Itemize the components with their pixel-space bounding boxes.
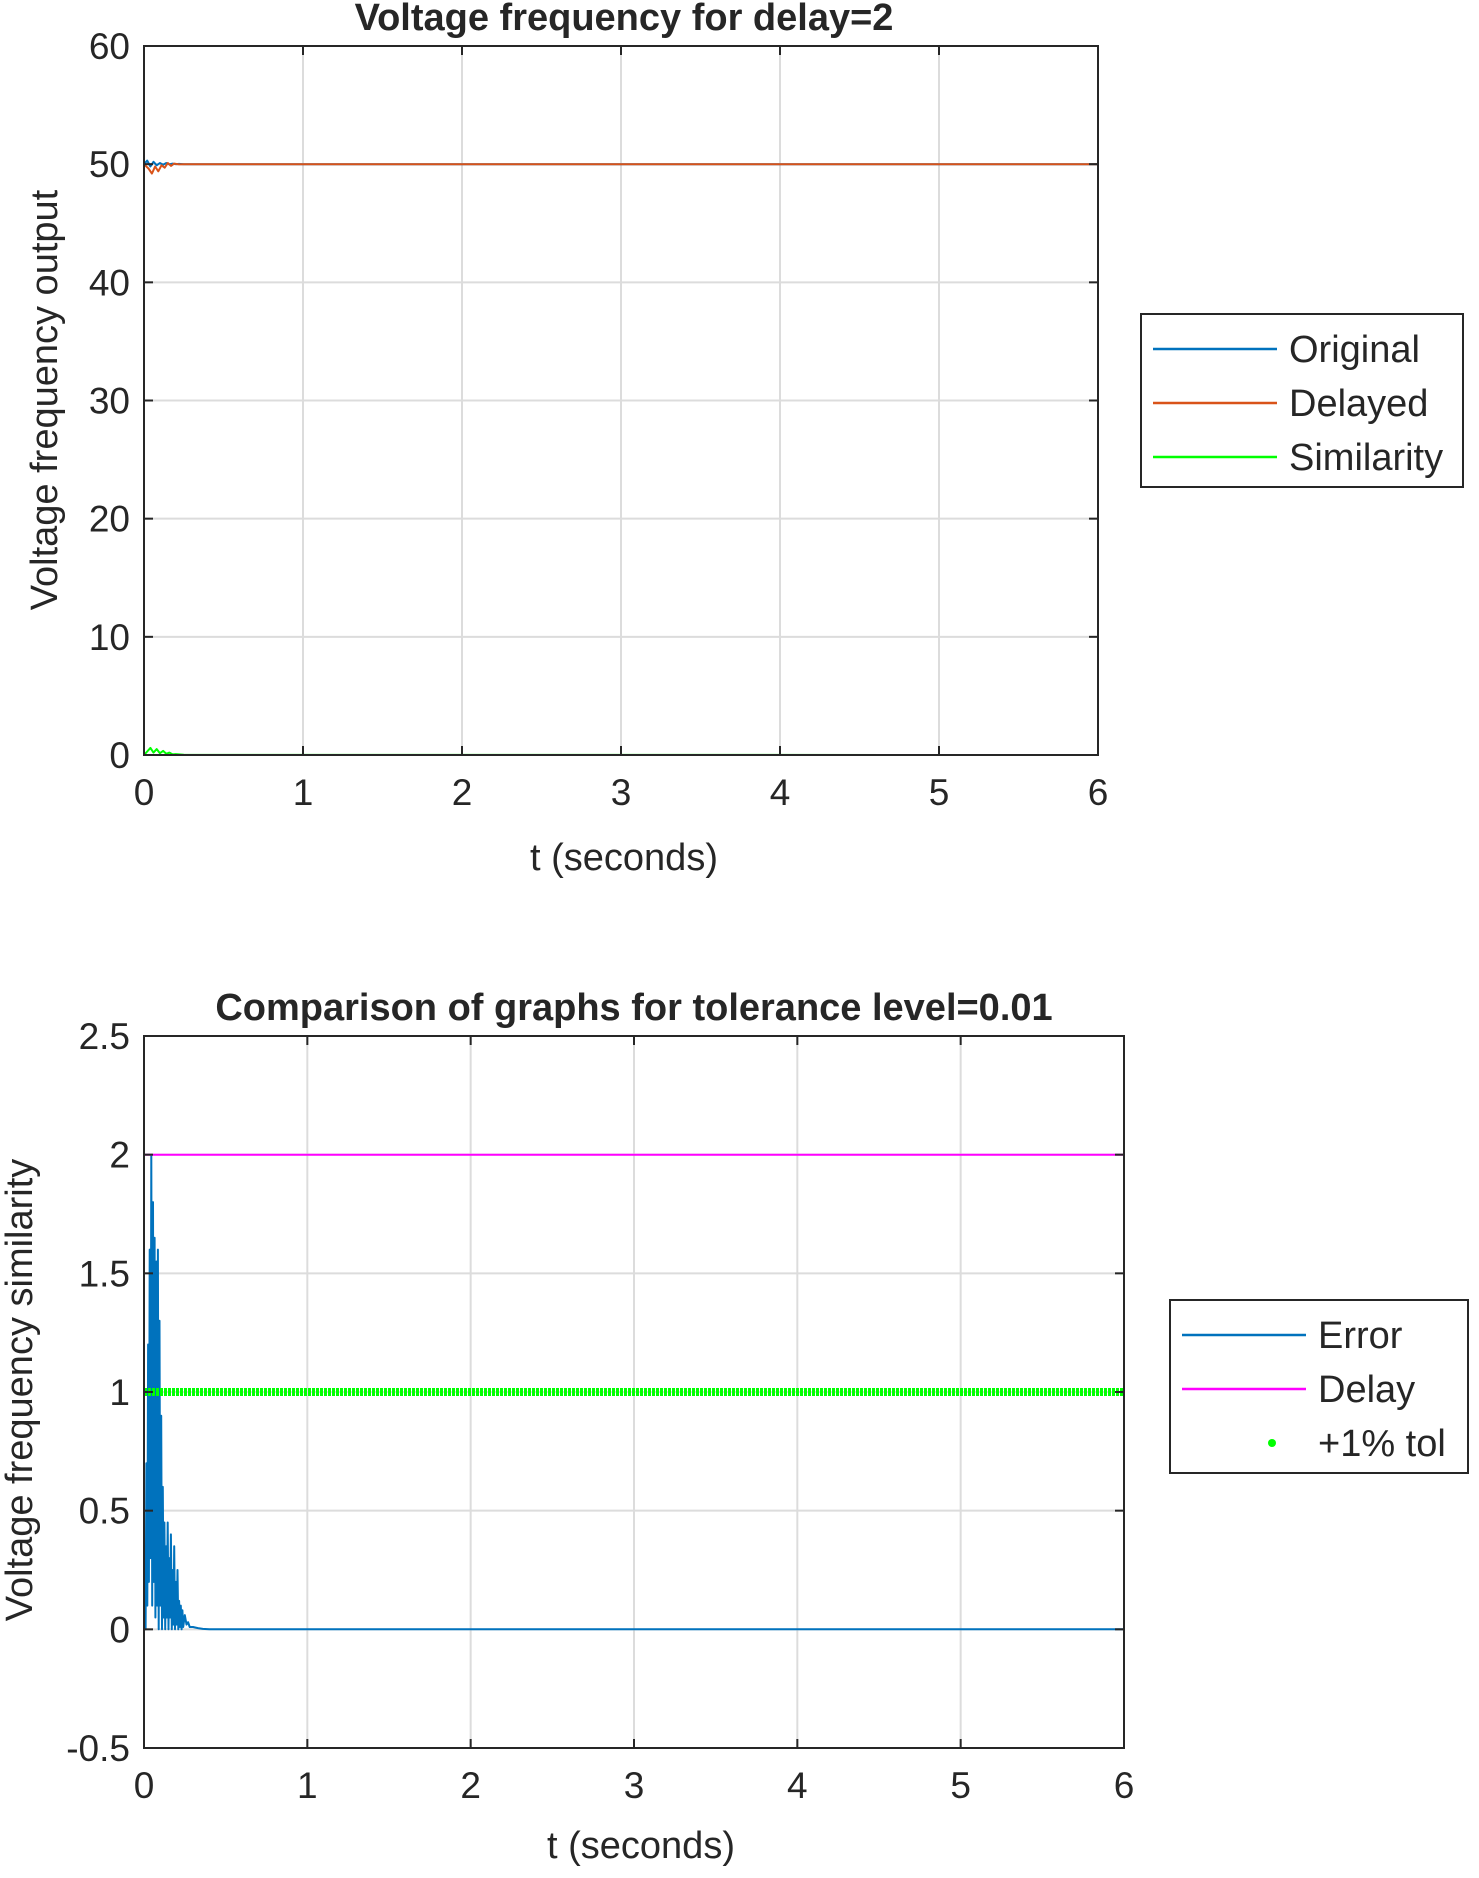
legend-label: Delayed bbox=[1289, 383, 1428, 425]
y-axis-label: Voltage frequency similarity bbox=[0, 1159, 41, 1622]
legend-box bbox=[1169, 1299, 1469, 1474]
y-tick-label: 2.5 bbox=[79, 1016, 130, 1057]
x-tick-label: 1 bbox=[297, 1765, 318, 1806]
series-delayed-line bbox=[143, 162, 1098, 175]
x-tick-label: 1 bbox=[293, 772, 314, 813]
y-tick-label: 40 bbox=[89, 262, 130, 303]
chart-voltage-frequency: Voltage frequency for delay=2 0 1 2 3 4 5 6010… bbox=[24, 0, 1464, 879]
y-tick-label: 1.5 bbox=[79, 1253, 130, 1294]
legend-label: Delay bbox=[1318, 1369, 1415, 1411]
chart-title: Voltage frequency for delay=2 bbox=[355, 0, 894, 39]
x-tick-label: 2 bbox=[452, 772, 473, 813]
x-tick-label: 3 bbox=[611, 772, 632, 813]
y-tick-label: 30 bbox=[89, 381, 130, 422]
x-tick-label: 4 bbox=[770, 772, 791, 813]
x-tick-label: 0 bbox=[134, 1765, 155, 1806]
y-tick-label: 20 bbox=[89, 499, 130, 540]
legend: Original Delayed Similarity bbox=[1140, 313, 1464, 488]
y-tick-label: 10 bbox=[89, 617, 130, 658]
legend-label: +1% tol bbox=[1318, 1423, 1446, 1465]
legend-marker bbox=[1268, 1439, 1276, 1447]
y-tick-label: 2 bbox=[109, 1135, 130, 1176]
x-axis-label: t (seconds) bbox=[547, 1825, 735, 1867]
y-tick-label: 0 bbox=[109, 1609, 130, 1650]
series-error-line bbox=[144, 1153, 1124, 1631]
legend: Error Delay +1% tol bbox=[1169, 1299, 1469, 1474]
x-tick-label: 5 bbox=[950, 1765, 971, 1806]
series-group bbox=[144, 1153, 1124, 1631]
x-tick-label: 4 bbox=[787, 1765, 808, 1806]
ticks: 0 1 2 3 4 5 6-0.500.511.522.5 bbox=[66, 1016, 1134, 1806]
y-tick-label: 0.5 bbox=[79, 1491, 130, 1532]
grid bbox=[144, 46, 1098, 755]
y-tick-label: 50 bbox=[89, 144, 130, 185]
y-tick-label: 0 bbox=[109, 735, 130, 776]
x-axis-label: t (seconds) bbox=[530, 837, 718, 879]
y-tick-label: 60 bbox=[89, 26, 130, 67]
chart-graph-comparison: Comparison of graphs for tolerance level… bbox=[0, 987, 1469, 1867]
x-tick-label: 5 bbox=[929, 772, 950, 813]
legend-label: Error bbox=[1318, 1315, 1403, 1357]
x-tick-label: 6 bbox=[1114, 1765, 1135, 1806]
y-axis-label: Voltage frequency output bbox=[24, 189, 66, 610]
legend-label: Similarity bbox=[1289, 437, 1443, 479]
x-tick-label: 2 bbox=[460, 1765, 481, 1806]
y-tick-label: 1 bbox=[109, 1372, 130, 1413]
y-tick-label: -0.5 bbox=[66, 1728, 130, 1769]
legend-label: Original bbox=[1289, 329, 1420, 371]
x-tick-label: 0 bbox=[134, 772, 155, 813]
chart-title: Comparison of graphs for tolerance level… bbox=[215, 987, 1052, 1029]
x-tick-label: 6 bbox=[1088, 772, 1109, 813]
x-tick-label: 3 bbox=[624, 1765, 645, 1806]
